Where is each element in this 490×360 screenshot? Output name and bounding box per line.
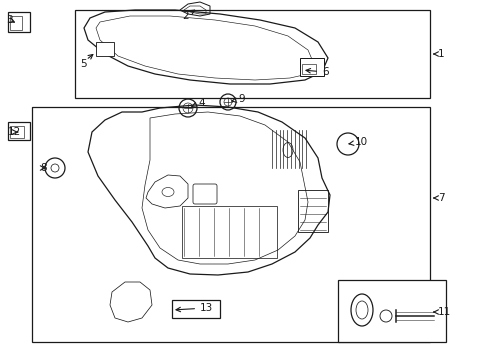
Text: 10: 10 bbox=[349, 137, 368, 147]
Text: 1: 1 bbox=[438, 49, 444, 59]
Bar bbox=[8, 12, 30, 32]
Text: 11: 11 bbox=[438, 307, 451, 317]
Bar bbox=[302, 64, 316, 74]
Bar bbox=[10, 16, 22, 30]
Text: 6: 6 bbox=[306, 67, 329, 77]
Text: 7: 7 bbox=[438, 193, 444, 203]
Text: 13: 13 bbox=[176, 303, 213, 313]
Text: 4: 4 bbox=[192, 98, 205, 108]
Bar bbox=[75, 10, 430, 98]
Text: 12: 12 bbox=[8, 127, 21, 137]
Text: 5: 5 bbox=[80, 59, 87, 69]
Bar bbox=[96, 42, 114, 56]
Bar bbox=[182, 206, 277, 258]
Text: 3: 3 bbox=[6, 15, 13, 25]
Text: 8: 8 bbox=[40, 163, 47, 173]
Bar bbox=[300, 58, 324, 76]
Bar bbox=[32, 107, 430, 342]
Bar bbox=[10, 126, 24, 138]
Bar bbox=[172, 300, 220, 318]
Text: 9: 9 bbox=[232, 94, 245, 104]
Text: 2: 2 bbox=[182, 10, 195, 21]
Bar bbox=[298, 190, 328, 232]
Bar bbox=[8, 122, 30, 140]
Bar bbox=[338, 280, 446, 342]
